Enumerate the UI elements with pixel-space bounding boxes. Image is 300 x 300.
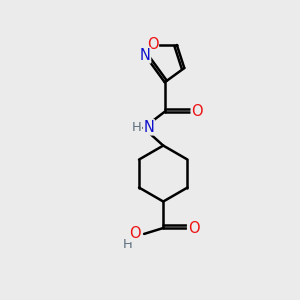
- Text: H: H: [123, 238, 133, 251]
- Text: O: O: [147, 38, 158, 52]
- Text: N: N: [140, 48, 151, 63]
- Text: O: O: [191, 104, 203, 119]
- Text: H: H: [131, 122, 141, 134]
- Text: O: O: [129, 226, 141, 242]
- Text: N: N: [143, 120, 154, 135]
- Text: O: O: [188, 220, 199, 236]
